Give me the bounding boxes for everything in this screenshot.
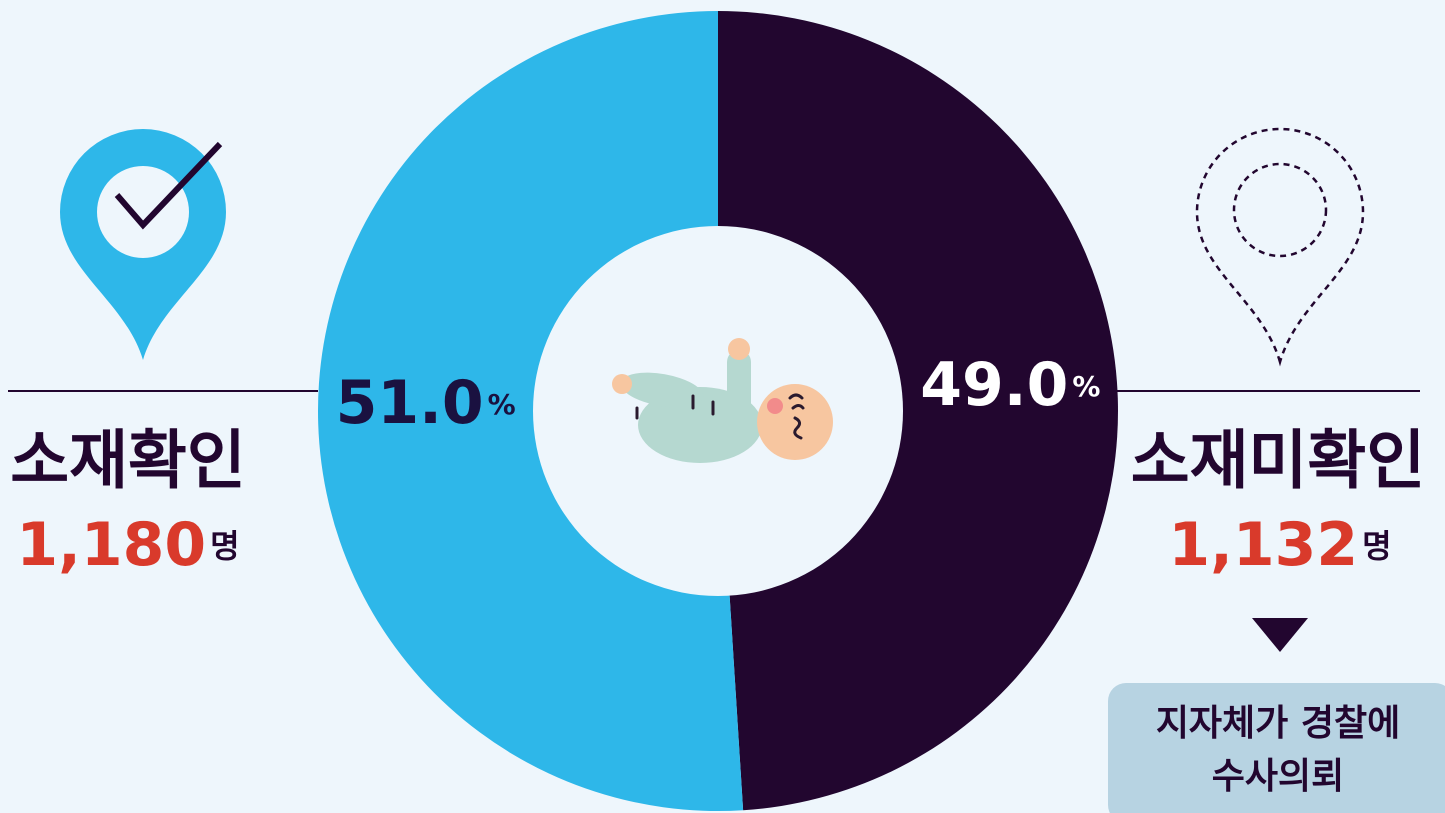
- infographic: 소재확인 1,180명 소재미확인 1,132명 지자체가 경찰에 수사의뢰 4…: [0, 0, 1445, 813]
- category-label: 소재확인: [10, 425, 246, 499]
- count-unit: 명: [210, 527, 239, 565]
- value-unit: %: [1072, 370, 1100, 403]
- category-label: 소재미확인: [1131, 425, 1425, 499]
- count: 1,180: [16, 510, 206, 580]
- count-unit: 명: [1362, 527, 1391, 565]
- value-unit: %: [488, 388, 516, 421]
- count: 1,132: [1168, 510, 1358, 580]
- note-text: 수사의뢰: [1212, 756, 1344, 797]
- note-text: 지자체가 경찰에: [1156, 703, 1400, 744]
- value: 49.0: [920, 349, 1068, 419]
- value: 51.0: [336, 368, 484, 438]
